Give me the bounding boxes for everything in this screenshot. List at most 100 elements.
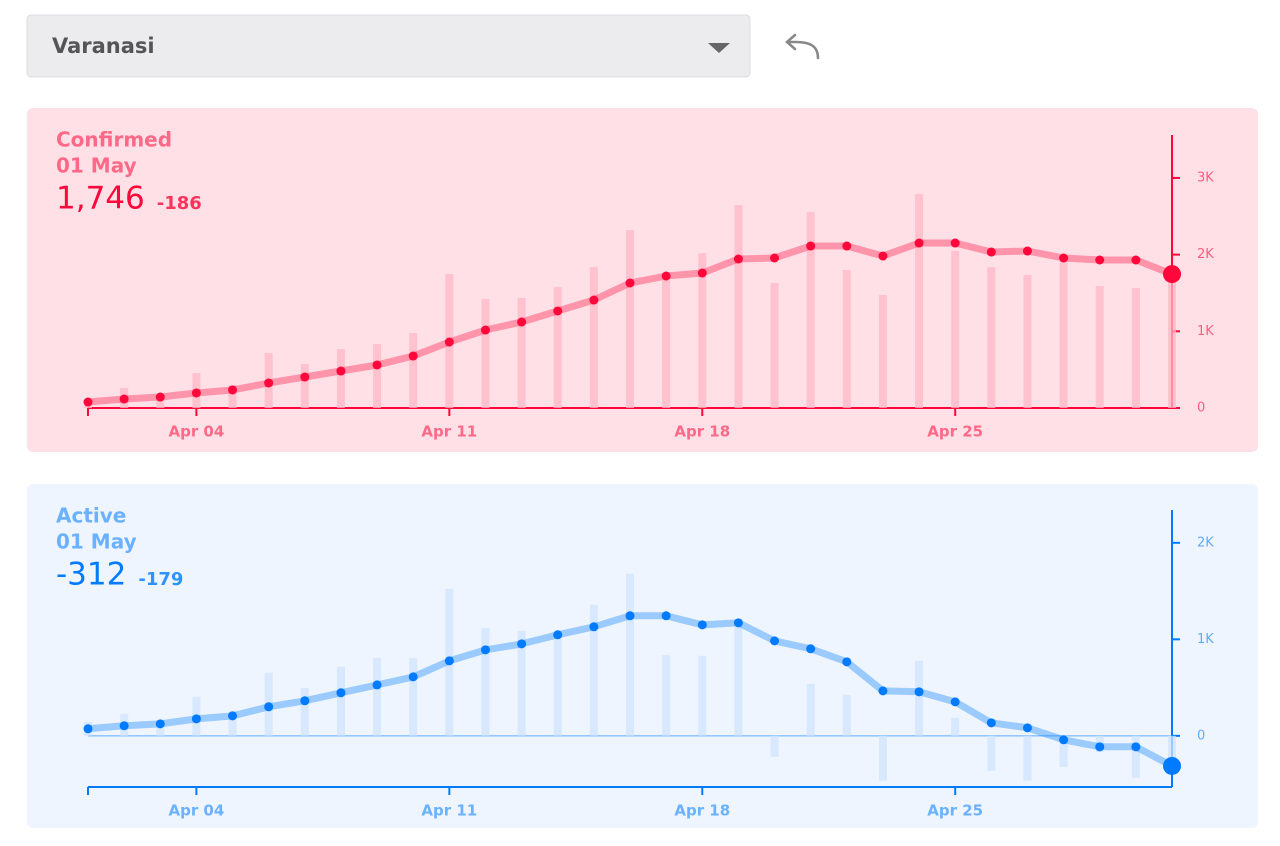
point xyxy=(553,306,563,316)
point xyxy=(155,719,165,729)
point xyxy=(914,687,924,697)
bar xyxy=(987,735,996,771)
point xyxy=(336,366,346,376)
current-value: 1,746 xyxy=(56,181,145,217)
bar xyxy=(698,655,707,736)
point xyxy=(733,254,743,264)
bar xyxy=(878,295,887,408)
bar xyxy=(589,267,598,408)
card-title: Active xyxy=(56,504,126,528)
point xyxy=(228,385,238,395)
point xyxy=(191,388,201,398)
bar xyxy=(951,717,960,736)
bar xyxy=(734,205,743,408)
bar xyxy=(626,573,634,736)
y-tick-label: 2K xyxy=(1197,247,1214,262)
point xyxy=(517,317,527,327)
undo-icon[interactable] xyxy=(785,33,820,60)
point xyxy=(806,241,816,251)
bar xyxy=(228,710,237,736)
bar xyxy=(409,657,418,736)
bar xyxy=(336,666,345,736)
point xyxy=(372,360,382,370)
bar xyxy=(1168,735,1176,766)
point xyxy=(589,622,599,632)
point xyxy=(191,714,201,724)
bar xyxy=(517,298,526,408)
bar xyxy=(409,333,418,408)
bar xyxy=(589,604,598,736)
y-tick-label: 0 xyxy=(1197,728,1205,743)
point xyxy=(625,611,635,621)
point xyxy=(83,397,93,407)
point xyxy=(625,278,635,288)
x-tick-label: Apr 04 xyxy=(168,802,224,820)
bar xyxy=(1023,735,1032,781)
bar xyxy=(987,267,996,408)
bar xyxy=(553,635,562,736)
point xyxy=(878,251,888,261)
bar xyxy=(1131,287,1140,408)
point xyxy=(444,337,454,347)
bar xyxy=(481,627,490,736)
x-tick-label: Apr 11 xyxy=(421,423,477,441)
point xyxy=(480,645,490,655)
bar xyxy=(300,687,309,736)
point xyxy=(480,325,490,335)
point xyxy=(697,620,707,630)
point xyxy=(228,711,238,721)
bar xyxy=(517,630,526,736)
bar xyxy=(1059,261,1068,408)
bar xyxy=(228,384,237,408)
point xyxy=(155,392,165,402)
bar xyxy=(842,694,851,736)
bar xyxy=(373,344,382,408)
y-tick-label: 3K xyxy=(1197,170,1214,185)
dropdown-arrow xyxy=(708,43,730,53)
bar xyxy=(1023,275,1032,408)
point xyxy=(589,295,599,305)
bar xyxy=(300,363,309,408)
delta-value: -186 xyxy=(157,193,202,214)
bar xyxy=(951,251,960,408)
point xyxy=(264,702,274,712)
point xyxy=(733,618,743,628)
bar xyxy=(1168,274,1176,408)
point xyxy=(372,680,382,690)
dropdown-value: Varanasi xyxy=(52,34,155,58)
bar xyxy=(915,194,924,408)
card xyxy=(27,484,1258,828)
point xyxy=(661,271,671,281)
bar xyxy=(481,299,490,408)
point xyxy=(1095,255,1105,265)
point xyxy=(842,241,852,251)
point xyxy=(770,253,780,263)
point xyxy=(806,644,816,654)
point xyxy=(950,238,960,248)
bar xyxy=(626,230,634,408)
point xyxy=(264,378,274,388)
y-tick-label: 0 xyxy=(1197,401,1205,416)
bar xyxy=(770,735,779,757)
bar xyxy=(734,624,743,736)
dropdown[interactable] xyxy=(26,14,751,78)
card xyxy=(27,108,1258,452)
point xyxy=(300,696,310,706)
bar xyxy=(842,270,851,408)
x-tick-label: Apr 18 xyxy=(674,802,730,820)
bar xyxy=(770,283,779,408)
point xyxy=(300,372,310,382)
point xyxy=(950,697,960,707)
point xyxy=(1059,253,1069,263)
bar xyxy=(662,280,671,408)
bar xyxy=(698,253,707,408)
x-tick-label: Apr 25 xyxy=(927,802,983,820)
point xyxy=(661,611,671,621)
point xyxy=(914,238,924,248)
point xyxy=(986,247,996,257)
point xyxy=(1095,742,1105,752)
point xyxy=(1059,735,1069,745)
point xyxy=(1022,246,1032,256)
card-date: 01 May xyxy=(56,530,137,554)
point xyxy=(1163,265,1181,284)
